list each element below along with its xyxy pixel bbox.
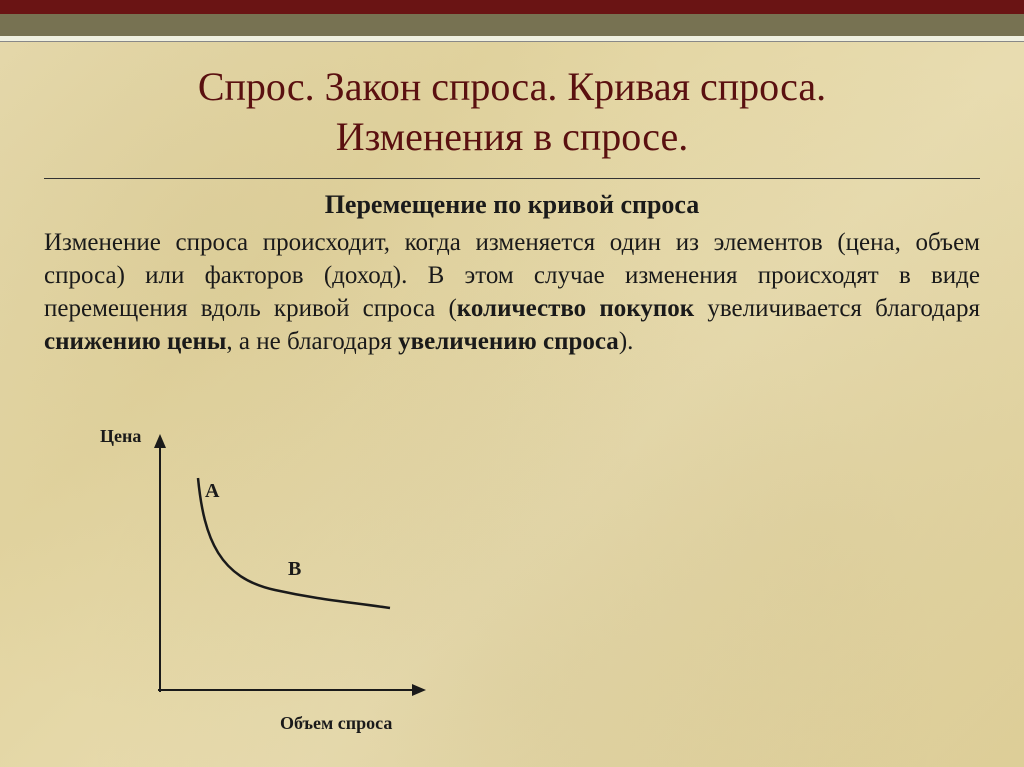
para-b1: количество покупок [457, 295, 694, 322]
decor-bar-olive [0, 14, 1024, 36]
para-t2: увеличивается благодаря [694, 295, 980, 322]
y-axis-arrow [154, 434, 166, 448]
slide-title: Спрос. Закон спроса. Кривая спроса. Изме… [0, 62, 1024, 162]
slide-subtitle: Перемещение по кривой спроса [0, 190, 1024, 220]
decor-bar-light [0, 36, 1024, 42]
decor-bar-red [0, 0, 1024, 14]
point-b-label: B [288, 558, 301, 581]
x-axis-arrow [412, 684, 426, 696]
x-axis-label: Объем спроса [280, 713, 392, 734]
demand-curve-chart: Цена A B Объем спроса [100, 430, 440, 730]
title-underline [44, 178, 980, 179]
body-paragraph: Изменение спроса происходит, когда измен… [44, 226, 980, 358]
chart-svg [100, 430, 440, 720]
demand-curve [198, 478, 390, 608]
title-line-1: Спрос. Закон спроса. Кривая спроса. [198, 64, 826, 109]
title-line-2: Изменения в спросе. [336, 114, 689, 159]
para-b3: увеличению спроса [398, 328, 619, 355]
para-t4: ). [619, 328, 634, 355]
y-axis-label: Цена [100, 426, 141, 447]
point-a-label: A [205, 480, 219, 503]
para-t3: , а не благодаря [226, 328, 398, 355]
para-b2: снижению цены [44, 328, 226, 355]
